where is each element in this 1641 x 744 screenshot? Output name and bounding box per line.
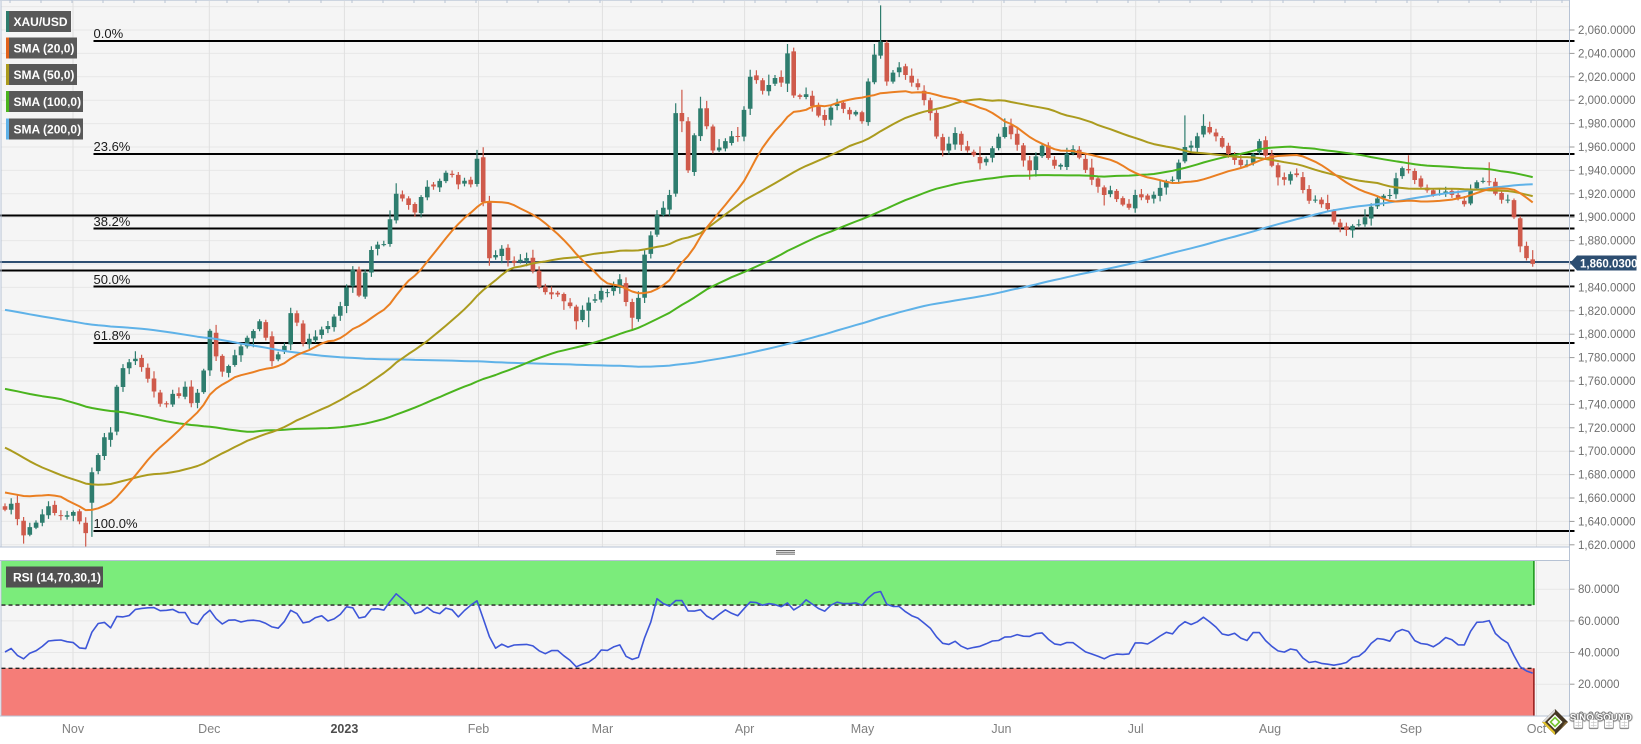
svg-text:Oct: Oct <box>1527 722 1547 736</box>
svg-text:1,980.0000: 1,980.0000 <box>1578 119 1636 131</box>
svg-text:80.0000: 80.0000 <box>1578 584 1620 596</box>
svg-text:Sep: Sep <box>1400 722 1422 736</box>
svg-text:RSI (14,70,30,1): RSI (14,70,30,1) <box>13 571 101 585</box>
svg-text:0.0000: 0.0000 <box>1578 711 1613 723</box>
svg-text:1,860.0300: 1,860.0300 <box>1580 259 1638 271</box>
svg-text:1,960.0000: 1,960.0000 <box>1578 142 1636 154</box>
svg-text:1,680.0000: 1,680.0000 <box>1578 470 1636 482</box>
svg-text:Aug: Aug <box>1259 722 1281 736</box>
svg-text:20.0000: 20.0000 <box>1578 679 1620 691</box>
svg-text:1,900.0000: 1,900.0000 <box>1578 212 1636 224</box>
svg-text:1,920.0000: 1,920.0000 <box>1578 189 1636 201</box>
svg-text:Jul: Jul <box>1128 722 1144 736</box>
svg-text:Apr: Apr <box>735 722 754 736</box>
svg-text:1,700.0000: 1,700.0000 <box>1578 446 1636 458</box>
svg-text:1,820.0000: 1,820.0000 <box>1578 306 1636 318</box>
svg-text:SMA (200,0): SMA (200,0) <box>14 123 82 137</box>
svg-text:1,660.0000: 1,660.0000 <box>1578 493 1636 505</box>
svg-text:Feb: Feb <box>468 722 490 736</box>
svg-text:1,780.0000: 1,780.0000 <box>1578 353 1636 365</box>
svg-text:1,740.0000: 1,740.0000 <box>1578 399 1636 411</box>
svg-text:40.0000: 40.0000 <box>1578 648 1620 660</box>
svg-text:Jun: Jun <box>991 722 1011 736</box>
svg-text:Mar: Mar <box>592 722 614 736</box>
svg-text:1,800.0000: 1,800.0000 <box>1578 329 1636 341</box>
svg-text:60.0000: 60.0000 <box>1578 616 1620 628</box>
svg-text:23.6%: 23.6% <box>94 139 131 154</box>
svg-text:SMA (20,0): SMA (20,0) <box>14 42 75 56</box>
svg-text:38.2%: 38.2% <box>94 214 131 229</box>
svg-text:Nov: Nov <box>62 722 85 736</box>
svg-text:May: May <box>851 722 875 736</box>
svg-text:XAU/USD: XAU/USD <box>14 15 68 29</box>
svg-text:2,000.0000: 2,000.0000 <box>1578 95 1636 107</box>
svg-text:0.0%: 0.0% <box>94 26 124 41</box>
svg-text:61.8%: 61.8% <box>94 328 131 343</box>
svg-text:1,880.0000: 1,880.0000 <box>1578 236 1636 248</box>
svg-text:2,020.0000: 2,020.0000 <box>1578 72 1636 84</box>
svg-text:1,840.0000: 1,840.0000 <box>1578 282 1636 294</box>
svg-text:Dec: Dec <box>198 722 220 736</box>
svg-text:50.0%: 50.0% <box>94 272 131 287</box>
svg-text:1,620.0000: 1,620.0000 <box>1578 540 1636 552</box>
svg-text:100.0%: 100.0% <box>94 516 139 531</box>
svg-text:1,940.0000: 1,940.0000 <box>1578 165 1636 177</box>
svg-text:SMA (100,0): SMA (100,0) <box>14 95 82 109</box>
svg-text:2023: 2023 <box>330 722 358 736</box>
svg-text:2,040.0000: 2,040.0000 <box>1578 48 1636 60</box>
svg-text:1,720.0000: 1,720.0000 <box>1578 423 1636 435</box>
svg-text:SMA (50,0): SMA (50,0) <box>14 68 75 82</box>
svg-text:2,060.0000: 2,060.0000 <box>1578 25 1636 37</box>
svg-text:1,760.0000: 1,760.0000 <box>1578 376 1636 388</box>
svg-text:1,640.0000: 1,640.0000 <box>1578 516 1636 528</box>
svg-text:SINO SOUND: SINO SOUND <box>1570 713 1632 724</box>
